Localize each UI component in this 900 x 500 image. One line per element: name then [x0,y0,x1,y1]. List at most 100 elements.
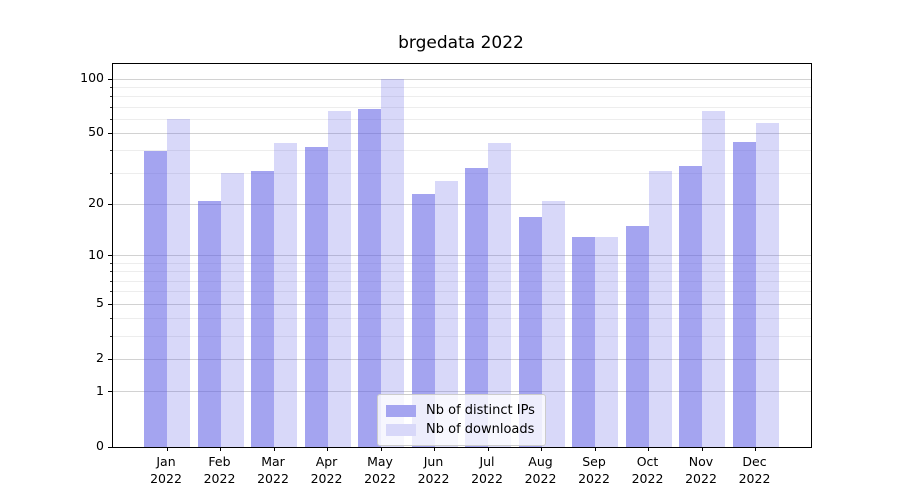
y-tick-label: 100 [80,70,104,85]
bar-feb-nb-of-downloads [220,173,244,447]
gridline-minor [113,106,811,108]
bar-may-nb-of-distinct-ips [358,109,381,447]
gridline-major [113,255,811,257]
y-minor-tick-mark [109,172,112,174]
x-tick-label-nov: Nov 2022 [685,454,717,486]
y-tick-label: 1 [96,382,104,398]
x-tick-label-jan: Jan 2022 [150,454,182,486]
bar-aug-nb-of-distinct-ips [518,216,542,447]
bar-oct-nb-of-distinct-ips [625,225,649,447]
gridline-major [113,358,811,360]
bar-mar-nb-of-downloads [274,143,297,447]
y-minor-tick-mark [109,271,112,273]
x-tick-label-may: May 2022 [364,454,396,486]
y-tick-label: 20 [88,195,104,211]
bar-apr-nb-of-distinct-ips [304,147,328,447]
y-tick-label: 0 [96,438,104,453]
gridline-minor [113,118,811,120]
x-tick-label-apr: Apr 2022 [310,454,343,486]
x-tick-mark [755,447,756,451]
y-minor-tick-mark [109,280,112,282]
bar-may-nb-of-downloads [381,79,404,447]
legend-item-label: Nb of downloads [426,422,535,437]
gridline-minor [113,280,811,282]
gridline-minor [113,271,811,273]
chart-title: brgedata 2022 [398,33,524,53]
gridline-major [113,132,811,134]
x-tick-label-aug: Aug 2022 [524,454,557,486]
x-tick-mark [594,447,596,451]
y-minor-tick-mark [109,86,112,88]
y-tick-mark [108,203,112,205]
y-minor-tick-mark [109,262,112,264]
y-tick-mark [108,446,112,448]
x-tick-label-sep: Sep 2022 [578,454,610,486]
x-tick-label-dec: Dec 2022 [738,454,771,486]
y-minor-tick-mark [109,335,112,337]
y-tick-mark [108,255,112,257]
x-tick-mark [487,447,489,451]
y-tick-mark [108,358,112,360]
x-tick-label-feb: Feb 2022 [203,454,236,486]
y-minor-tick-mark [109,318,112,320]
bar-jul-nb-of-distinct-ips [465,168,488,447]
bar-jan-nb-of-distinct-ips [144,150,167,447]
plot-area [108,63,812,451]
y-minor-tick-mark [109,106,112,108]
bar-oct-nb-of-downloads [648,170,672,447]
legend: Nb of distinct IPs Nb of downloads [377,394,546,446]
bar-nov-nb-of-downloads [702,110,725,447]
legend-swatch-icon [386,404,416,417]
bar-aug-nb-of-downloads [541,200,565,447]
y-minor-tick-mark [109,150,112,152]
gridline-minor [113,150,811,152]
y-tick-label: 2 [96,350,104,366]
legend-swatch-icon [386,423,416,436]
bar-jul-nb-of-downloads [488,143,511,447]
x-tick-mark [220,447,221,451]
bar-dec-nb-of-downloads [755,123,779,447]
x-tick-mark [380,447,382,451]
gridline-minor [113,172,811,174]
y-tick-mark [108,303,112,305]
gridline-major [113,78,811,80]
y-tick-label: 50 [88,124,104,140]
y-tick-mark [108,132,112,134]
x-tick-mark [327,447,328,451]
gridline-major [113,303,811,305]
y-tick-label: 10 [88,246,104,262]
x-tick-label-jul: Jul 2022 [471,454,503,486]
gridline-minor [113,96,811,98]
gridline-minor [113,291,811,293]
y-tick-mark [108,78,112,80]
x-tick-mark [648,447,649,451]
x-tick-label-jun: Jun 2022 [417,454,450,486]
gridline-major [113,203,811,205]
x-tick-label-oct: Oct 2022 [631,454,664,486]
legend-item-label: Nb of distinct IPs [426,403,535,418]
bar-sep-nb-of-downloads [595,236,618,447]
gridline-minor [113,335,811,337]
y-minor-tick-mark [109,118,112,120]
legend-item: Nb of distinct IPs [386,401,535,420]
x-tick-mark [541,447,542,451]
bar-nov-nb-of-distinct-ips [679,165,702,447]
x-tick-mark [166,447,168,451]
bar-jun-nb-of-downloads [434,181,458,447]
bar-mar-nb-of-distinct-ips [251,170,274,447]
gridline-minor [113,262,811,264]
x-tick-mark [701,447,703,451]
bar-jan-nb-of-downloads [167,119,190,447]
x-tick-label-mar: Mar 2022 [257,454,289,486]
y-minor-tick-mark [109,291,112,293]
gridline-minor [113,318,811,320]
bar-sep-nb-of-distinct-ips [572,236,595,447]
bar-feb-nb-of-distinct-ips [197,200,221,447]
x-tick-mark [434,447,435,451]
y-minor-tick-mark [109,96,112,98]
y-tick-label: 5 [96,295,104,311]
x-tick-mark [273,447,275,451]
y-tick-mark [108,391,112,393]
gridline-major [113,391,811,393]
